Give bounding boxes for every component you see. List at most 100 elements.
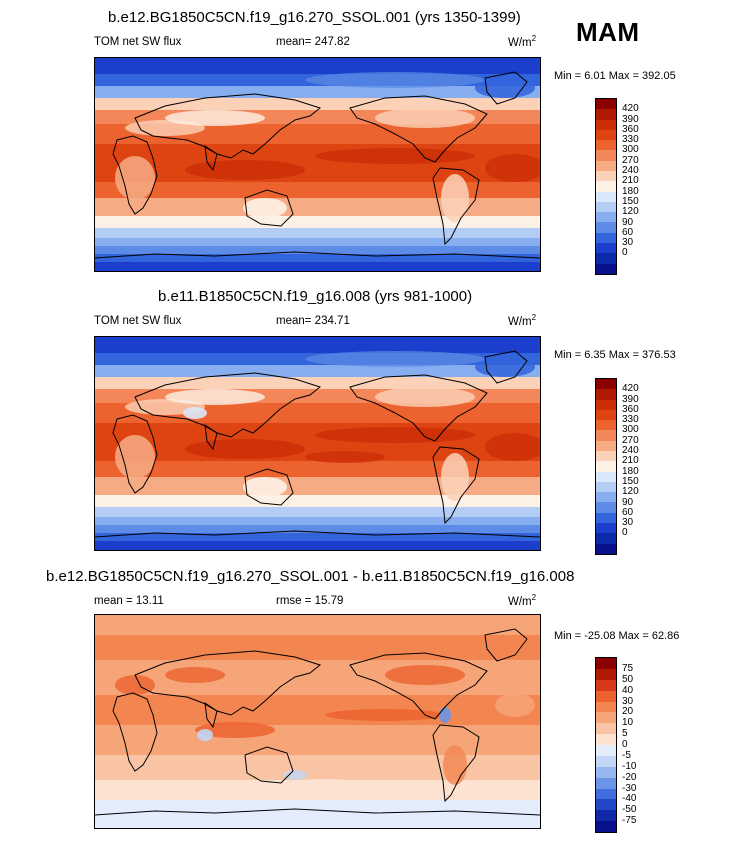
colorbar-box	[596, 799, 616, 811]
colorbar-box	[596, 658, 616, 669]
field-patch	[165, 667, 225, 683]
coastline	[244, 746, 294, 784]
field-band	[95, 238, 540, 246]
coastline	[95, 808, 540, 816]
colorbar-box	[596, 690, 616, 702]
coastline	[204, 144, 218, 172]
season-label: MAM	[576, 17, 640, 47]
colorbar-tick-label: 180	[622, 185, 639, 197]
panel-3-mean-label: mean = 13.11	[94, 595, 164, 607]
colorbar-tick-label: -50	[622, 804, 637, 816]
colorbar-box	[596, 191, 616, 202]
colorbar-box	[596, 253, 616, 264]
coastline	[432, 724, 480, 803]
coastline	[95, 251, 540, 259]
colorbar-tick-label: 75	[622, 662, 634, 674]
field-patch	[185, 160, 305, 180]
colorbar-box	[596, 522, 616, 534]
colorbar-box	[596, 379, 616, 390]
panel-2-mean-label: mean= 234.71	[276, 315, 350, 327]
colorbar-tick-label: 30	[622, 237, 634, 249]
field-patch	[475, 357, 535, 377]
field-patch	[305, 451, 385, 463]
colorbar-tick-label: 210	[622, 175, 639, 187]
colorbar-box	[596, 712, 616, 724]
field-patch	[475, 78, 535, 98]
panel-1-units: W/m2	[508, 34, 537, 49]
colorbar-tick-label: 300	[622, 144, 639, 156]
colorbar-tick-label: 0	[622, 527, 628, 539]
colorbar-tick-label: -40	[622, 793, 637, 805]
field-patch	[441, 453, 469, 501]
field-band	[95, 525, 540, 533]
panel-1-title: b.e12.BG1850C5CN.f19_g16.270_SSOL.001 (y…	[108, 9, 521, 26]
colorbar-box	[596, 242, 616, 254]
field-patch	[439, 707, 451, 723]
colorbar-box	[596, 263, 616, 274]
panel-2-colorbar	[595, 378, 617, 555]
colorbar-box	[596, 450, 616, 462]
panel-1-map-field	[95, 58, 540, 271]
field-patch	[283, 770, 307, 780]
field-band	[95, 461, 540, 477]
colorbar-tick-label: 270	[622, 154, 639, 166]
colorbar-box	[596, 440, 616, 451]
field-band	[95, 216, 540, 228]
field-patch	[485, 154, 540, 182]
coastline	[349, 652, 488, 720]
field-band	[95, 182, 540, 198]
colorbar-tick-label: 90	[622, 216, 634, 228]
field-patch	[443, 745, 467, 785]
coastline	[432, 446, 480, 525]
panel-2-title: b.e11.B1850C5CN.f19_g16.008 (yrs 981-100…	[158, 288, 473, 305]
coastline	[134, 650, 322, 716]
colorbar-box	[596, 471, 616, 482]
colorbar-box	[596, 201, 616, 213]
panel-1-colorbar	[595, 98, 617, 275]
colorbar-tick-label: -10	[622, 760, 637, 772]
field-patch	[115, 675, 155, 695]
field-band	[95, 365, 540, 377]
colorbar-tick-label: 360	[622, 123, 639, 135]
colorbar-tick-label: 120	[622, 486, 639, 498]
colorbar-box	[596, 777, 616, 789]
panel-1-map	[94, 57, 541, 272]
colorbar-tick-label: 330	[622, 134, 639, 146]
colorbar-box	[596, 533, 616, 544]
field-band	[95, 377, 540, 389]
colorbar-tick-label: 330	[622, 414, 639, 426]
coastline	[204, 701, 218, 729]
colorbar-box	[596, 512, 616, 523]
panel-2-units: W/m2	[508, 313, 537, 328]
coastline	[484, 350, 528, 384]
field-patch	[375, 387, 475, 407]
panel-2-minmax: Min = 6.35 Max = 376.53	[554, 349, 676, 361]
colorbar-box	[596, 420, 616, 431]
colorbar-tick-label: 270	[622, 434, 639, 446]
colorbar-box	[596, 701, 616, 713]
field-band	[95, 124, 540, 144]
colorbar-box	[596, 668, 616, 680]
panel-3-units: W/m2	[508, 593, 537, 608]
field-band	[95, 533, 540, 541]
colorbar-tick-label: 90	[622, 496, 634, 508]
colorbar-box	[596, 232, 616, 243]
colorbar-tick-label: 20	[622, 706, 634, 718]
coastline	[112, 414, 158, 494]
field-band	[95, 162, 540, 182]
field-patch	[195, 722, 275, 738]
colorbar-box	[596, 502, 616, 513]
field-patch	[305, 72, 485, 88]
field-band	[95, 695, 540, 725]
field-band	[95, 495, 540, 507]
field-patch	[495, 693, 535, 717]
coastline	[244, 468, 294, 506]
field-band	[95, 98, 540, 110]
coastline	[484, 628, 528, 662]
colorbar-box	[596, 543, 616, 554]
panel-1-mean-label: mean= 247.82	[276, 36, 350, 48]
colorbar-tick-label: 150	[622, 195, 639, 207]
field-band	[95, 254, 540, 262]
colorbar-box	[596, 99, 616, 110]
field-band	[95, 337, 540, 353]
